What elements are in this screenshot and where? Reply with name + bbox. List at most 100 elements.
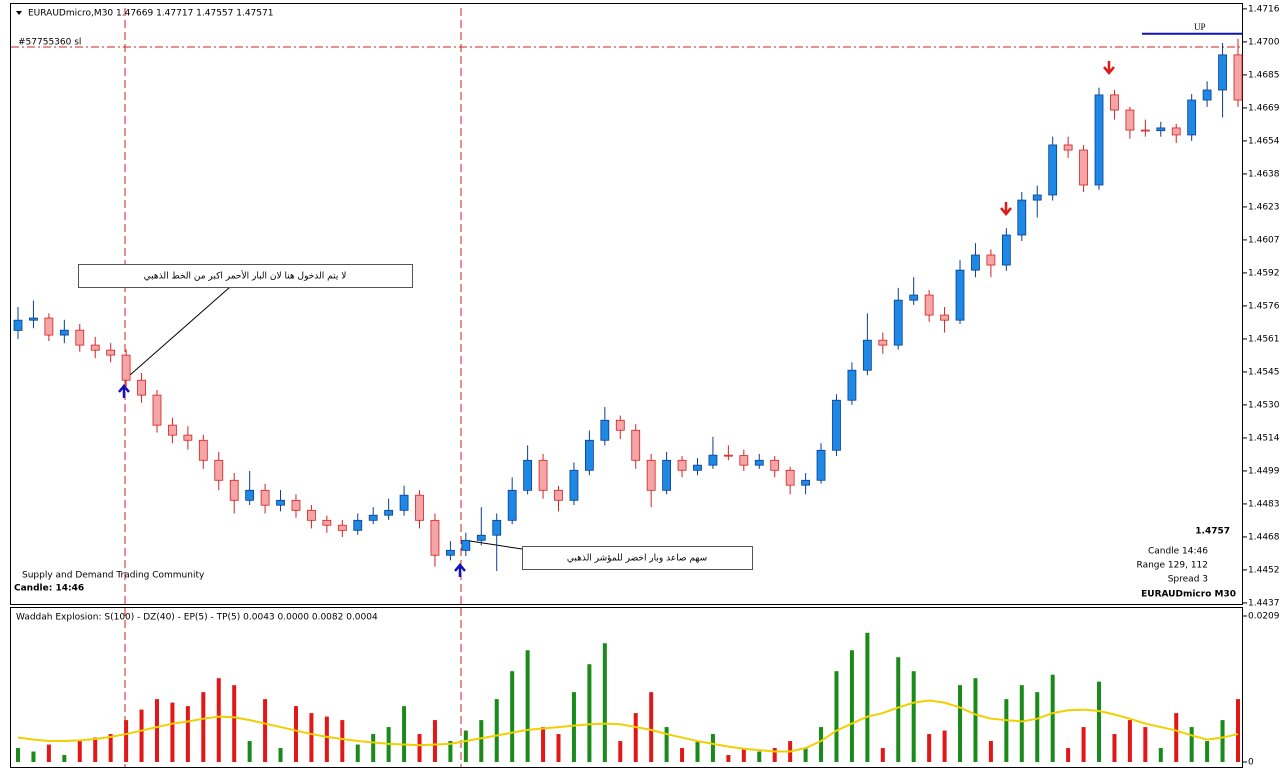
candle-body [878, 339, 888, 346]
candle-body [1063, 144, 1073, 151]
watermark: Supply and Demand Trading Community [22, 571, 205, 581]
indicator-bar [46, 744, 51, 762]
candle-body [739, 455, 749, 466]
indicator-bar [1143, 727, 1148, 762]
indicator-bar [680, 748, 685, 762]
indicator-bar [726, 755, 731, 762]
sell-arrow [1103, 61, 1115, 75]
info-spread: Spread 3 [1168, 575, 1208, 585]
y-tick-label: 1.44525 [1248, 565, 1279, 575]
indicator-bar [247, 741, 252, 762]
y-tick-label: 1.44680 [1248, 532, 1279, 542]
candle-body [399, 494, 409, 511]
y-tick-label: 1.46850 [1248, 70, 1279, 80]
indicator-bar [1158, 748, 1163, 762]
indicator-bar [1189, 727, 1194, 762]
indicator-bar [154, 699, 159, 762]
candle-body [260, 489, 270, 506]
indicator-bar [309, 713, 314, 762]
indicator-bar [1019, 685, 1024, 762]
y-tick-label: 1.45145 [1248, 433, 1279, 443]
indicator-bar [62, 755, 67, 762]
indicator-bar [849, 650, 854, 762]
candle-body [1233, 54, 1243, 101]
indicator-bar [1205, 741, 1210, 762]
indicator-bar [170, 702, 175, 762]
indicator-bar [463, 730, 468, 762]
indicator-bar [618, 741, 623, 762]
candle-body [276, 499, 285, 506]
y-tick-label: 1.45765 [1248, 301, 1279, 311]
candle-body [44, 317, 54, 336]
candle-body [1110, 94, 1119, 111]
indicator-bar [93, 737, 98, 762]
indicator-bar [942, 730, 947, 762]
candle-body [353, 519, 363, 531]
candle-body [368, 514, 378, 521]
candle-body [615, 419, 625, 431]
candle-body [137, 379, 146, 396]
candle-body [1001, 234, 1011, 266]
candle-body [507, 489, 517, 521]
indicator-bar [973, 678, 978, 762]
candle-body [569, 469, 579, 501]
indicator-bar [494, 699, 499, 762]
candle-body [893, 299, 903, 346]
candle-body [785, 469, 795, 486]
indicator-bar [371, 734, 376, 762]
indicator-bar [803, 748, 808, 762]
indicator-bar [201, 692, 206, 762]
y-tick-label: 1.46385 [1248, 169, 1279, 179]
callout-text: لا يتم الدخول هنا لان البار الأحمر اكبر … [144, 270, 347, 282]
candle-body [1094, 94, 1104, 186]
y-tick-label: 1.44990 [1248, 466, 1279, 476]
indicator-bar [1220, 720, 1225, 762]
indicator-bar [741, 748, 746, 762]
candle-body [554, 489, 563, 501]
callout-line [469, 540, 523, 550]
indicator-bar [649, 692, 654, 762]
callout-box [522, 546, 753, 570]
candle-body [1202, 89, 1212, 101]
candle-body [584, 439, 594, 471]
y-tick-label: 1.45920 [1248, 268, 1279, 278]
candle-body [461, 539, 471, 551]
indicator-bar [571, 692, 576, 762]
candle-body [198, 439, 208, 461]
indicator-bar [417, 734, 422, 762]
candle-body [152, 394, 162, 426]
indicator-bar [819, 727, 824, 762]
indicator-bar [911, 671, 916, 762]
info-price: 1.4757 [1195, 527, 1230, 537]
candle-body [1125, 109, 1135, 131]
indicator-bar [556, 734, 561, 762]
info-range: Range 129, 112 [1137, 561, 1208, 571]
indicator-bar [988, 741, 993, 762]
indicator-bar [216, 678, 221, 762]
indicator-label: Waddah Explosion: S(100) - DZ(40) - EP(5… [16, 613, 378, 623]
candle-body [723, 454, 733, 457]
indicator-bar [880, 748, 885, 762]
y-tick-label: 1.45455 [1248, 367, 1279, 377]
indicator-bar [541, 727, 546, 762]
y-tick-label: 1.47005 [1248, 37, 1279, 47]
indicator-bar [108, 734, 113, 762]
indicator-bar [772, 748, 777, 762]
indicator-bar [432, 720, 437, 762]
y-tick-label: 1.46540 [1248, 136, 1279, 146]
candle-body [183, 434, 193, 441]
indicator-bar [1236, 699, 1240, 762]
candle-body [971, 254, 980, 271]
menu-arrow [16, 11, 22, 15]
info-symbol: EURAUDmicro M30 [1141, 590, 1236, 600]
y-tick-label: 1.45610 [1248, 334, 1279, 344]
indicator-bar [340, 720, 345, 762]
candle-body [1048, 144, 1058, 196]
indicator-bar [402, 706, 407, 762]
candle-body [13, 319, 23, 331]
indicator-bar [263, 699, 268, 762]
callout-text: سهم صاعد وبار اخضر للمؤشر الذهبي [567, 554, 707, 564]
candle-body [29, 317, 38, 321]
indicator-bar [587, 664, 592, 762]
